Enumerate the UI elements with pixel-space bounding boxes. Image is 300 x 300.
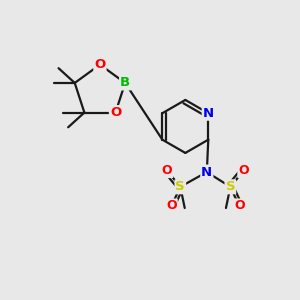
Text: O: O xyxy=(238,164,249,177)
Text: O: O xyxy=(162,164,172,177)
Text: S: S xyxy=(226,180,235,193)
Text: S: S xyxy=(176,180,185,193)
Text: O: O xyxy=(110,106,121,119)
Text: N: N xyxy=(201,166,212,178)
Text: B: B xyxy=(120,76,130,89)
Text: O: O xyxy=(166,200,177,212)
Text: O: O xyxy=(94,58,106,71)
Text: N: N xyxy=(203,107,214,120)
Text: O: O xyxy=(234,200,244,212)
